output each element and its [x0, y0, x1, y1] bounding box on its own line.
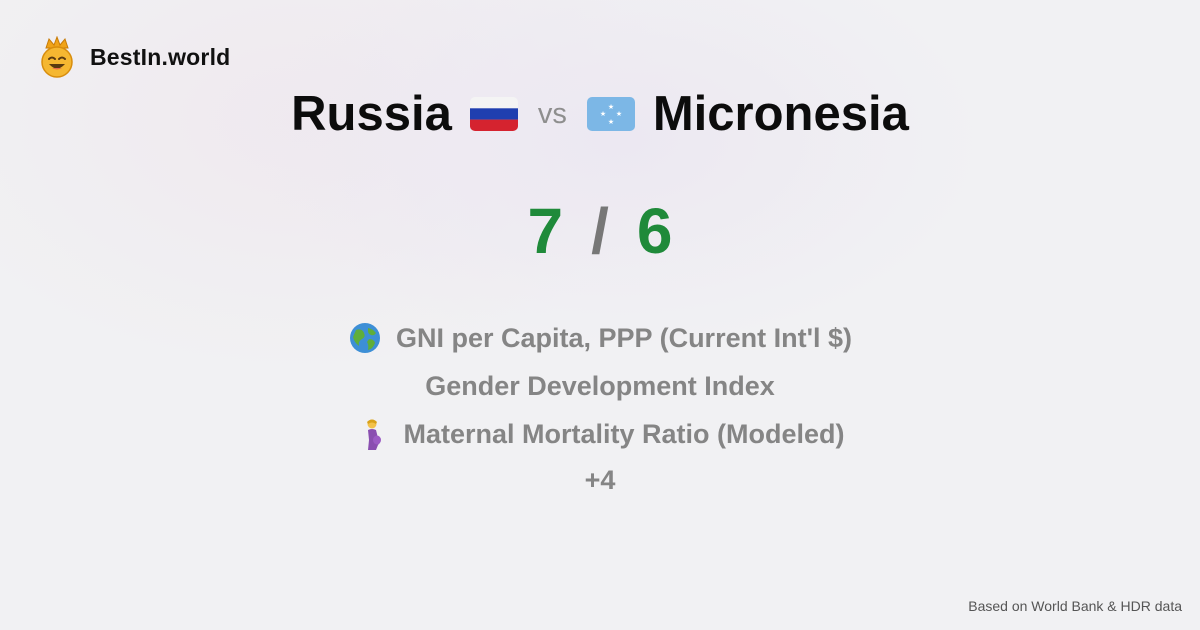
metric-label: Gender Development Index: [425, 370, 775, 401]
metric-label: Maternal Mortality Ratio (Modeled): [403, 418, 845, 449]
svg-text:★: ★: [600, 110, 606, 118]
svg-text:★: ★: [608, 103, 614, 111]
metric-label: GNI per Capita, PPP (Current Int'l $): [396, 322, 852, 353]
comparison-title: Russia vs ★ ★ ★ ★ Micronesia: [0, 86, 1200, 142]
brand-logo[interactable]: BestIn.world: [38, 35, 231, 78]
metric-item: Maternal Mortality Ratio (Modeled): [355, 410, 845, 458]
micronesia-flag-icon: ★ ★ ★ ★: [586, 97, 635, 131]
score: 7 / 6: [0, 194, 1200, 268]
more-metrics-count: +4: [584, 464, 616, 495]
left-score: 7: [527, 195, 564, 267]
score-separator: /: [591, 195, 609, 267]
pregnant-woman-icon: [355, 417, 389, 451]
left-country-name: Russia: [291, 87, 452, 141]
svg-text:★: ★: [608, 118, 614, 126]
globe-icon: [348, 321, 382, 355]
russia-flag-icon: [469, 97, 518, 131]
svg-text:★: ★: [616, 110, 622, 118]
metric-item: GNI per Capita, PPP (Current Int'l $): [348, 314, 852, 362]
vs-label: vs: [537, 97, 567, 130]
crowned-smiley-icon: [38, 35, 76, 78]
right-score: 6: [636, 195, 673, 267]
metric-item: Gender Development Index: [425, 362, 775, 410]
right-country-name: Micronesia: [652, 87, 909, 141]
brand-name: BestIn.world: [90, 43, 231, 70]
data-source-note: Based on World Bank & HDR data: [968, 598, 1182, 614]
metrics-list: GNI per Capita, PPP (Current Int'l $) Ge…: [0, 314, 1200, 502]
